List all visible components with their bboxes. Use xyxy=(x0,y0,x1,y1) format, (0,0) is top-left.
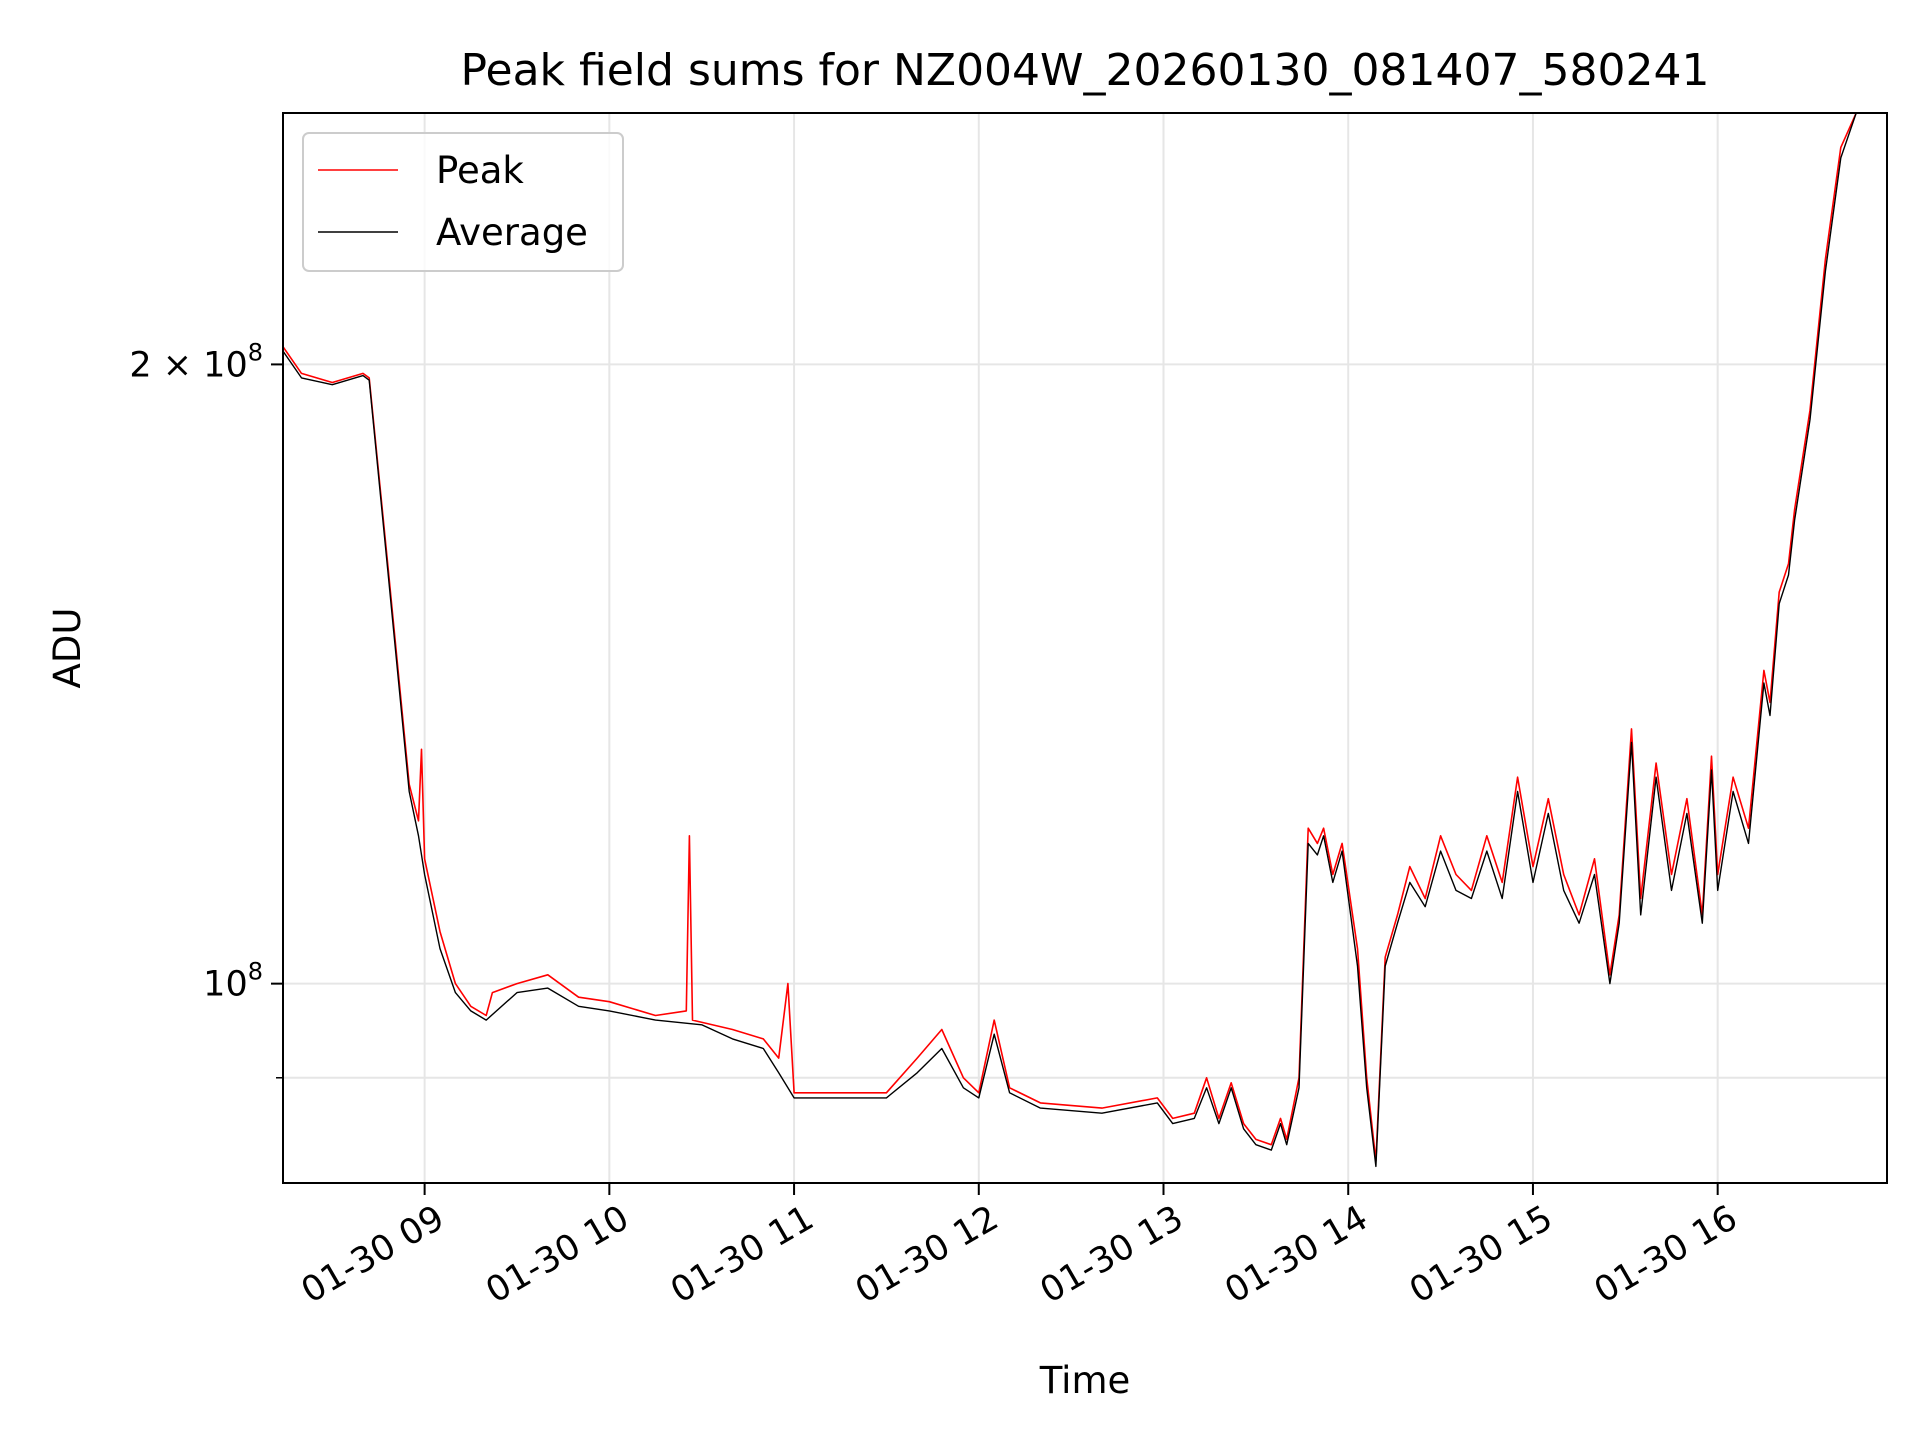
y-tick-label: 2 × 108 xyxy=(129,338,263,385)
legend-label-peak: Peak xyxy=(436,149,524,192)
plot-frame xyxy=(282,112,1888,1184)
legend: Peak Average xyxy=(302,132,624,272)
legend-label-average: Average xyxy=(436,211,588,254)
grid-layer xyxy=(283,113,1887,1183)
y-axis-label: ADU xyxy=(46,608,89,689)
y-tick-exponent: 8 xyxy=(248,958,263,986)
legend-box xyxy=(302,132,624,272)
y-tick-label: 108 xyxy=(203,958,263,1005)
series-layer xyxy=(283,113,1887,1168)
x-axis-label: Time xyxy=(1039,1359,1131,1402)
y-tick-base: 2 × 10 xyxy=(129,345,247,385)
y-tick-exponent: 8 xyxy=(248,338,263,366)
chart-title: Peak field sums for NZ004W_20260130_0814… xyxy=(461,45,1710,96)
series-line-peak xyxy=(283,113,1887,1162)
y-tick-base: 10 xyxy=(203,965,248,1005)
series-line-average xyxy=(283,113,1887,1168)
